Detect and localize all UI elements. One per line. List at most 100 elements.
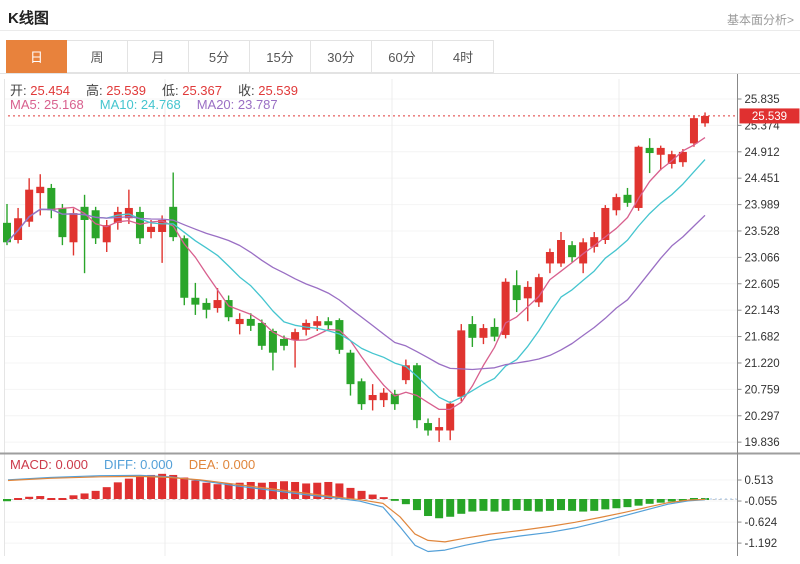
macd-bar xyxy=(213,484,222,499)
candle-body xyxy=(590,237,599,247)
candle-body xyxy=(424,423,433,431)
legend-item: 开: 25.454 xyxy=(10,83,70,98)
candle-body xyxy=(47,187,56,211)
candle-body xyxy=(512,285,521,301)
macd-bar xyxy=(446,499,455,517)
candle-body xyxy=(501,281,510,335)
candle-body xyxy=(324,321,333,326)
candle-body xyxy=(523,286,532,299)
axis-tick-label: 22.143 xyxy=(745,305,780,317)
page-header: K线图 基本面分析> xyxy=(0,0,800,31)
candle-body xyxy=(468,324,477,338)
macd-bar xyxy=(69,495,78,499)
candle-body xyxy=(302,322,311,330)
tab-30分[interactable]: 30分 xyxy=(311,40,372,73)
candle-body xyxy=(147,226,156,232)
candle-body xyxy=(246,318,255,326)
macd-bar xyxy=(667,499,676,502)
tab-4时[interactable]: 4时 xyxy=(433,40,494,73)
candle-body xyxy=(534,277,543,303)
legend-item: MA5: 25.168 xyxy=(10,97,84,112)
axis-tick-label: 24.912 xyxy=(745,147,780,159)
macd-bar xyxy=(80,493,89,499)
macd-bar xyxy=(523,499,532,511)
macd-bar xyxy=(91,490,100,499)
legend-item: MACD: 0.000 xyxy=(10,457,89,472)
ohlc-legend: 开: 25.454 高: 25.539 低: 25.367 收: 25.539 xyxy=(10,80,314,99)
macd-bar xyxy=(490,499,499,512)
candle-body xyxy=(656,147,665,155)
axis-tick-label: 25.835 xyxy=(745,94,780,106)
axis-tick-label: 0.513 xyxy=(745,475,774,487)
candle-body xyxy=(623,194,632,203)
fundamental-analysis-link[interactable]: 基本面分析> xyxy=(726,13,794,27)
candle-body xyxy=(579,242,588,264)
macd-bar xyxy=(102,487,111,499)
macd-bar xyxy=(678,499,687,501)
legend-item: MA10: 24.768 xyxy=(99,97,181,112)
candle-body xyxy=(390,393,399,405)
macd-bar xyxy=(313,482,322,499)
macd-bar xyxy=(335,483,344,499)
macd-bar xyxy=(601,499,610,510)
candle-body xyxy=(357,381,366,405)
ma20-line xyxy=(6,208,706,371)
macd-bar xyxy=(379,497,388,499)
dea-line xyxy=(7,475,706,543)
candle-body xyxy=(235,318,244,325)
axis-tick-label: -0.055 xyxy=(745,496,778,508)
candle-body xyxy=(224,300,233,318)
axis-tick-label: 21.682 xyxy=(745,332,780,344)
macd-bar xyxy=(36,496,45,499)
macd-bar xyxy=(457,499,466,514)
macd-bar xyxy=(246,481,255,499)
legend-item: 收: 25.539 xyxy=(238,83,298,98)
macd-bar xyxy=(435,499,444,519)
macd-bar xyxy=(113,482,122,499)
axis-tick-label: 20.297 xyxy=(745,411,780,423)
legend-item: 低: 25.367 xyxy=(162,83,222,98)
candle-body xyxy=(280,338,288,346)
tab-5分[interactable]: 5分 xyxy=(189,40,250,73)
candle-body xyxy=(158,219,167,232)
candle-body xyxy=(634,146,643,208)
macd-bar xyxy=(612,499,621,509)
candle-body xyxy=(202,302,211,310)
macd-bar xyxy=(424,499,433,517)
candle-body xyxy=(601,207,610,240)
tab-60分[interactable]: 60分 xyxy=(372,40,433,73)
tab-15分[interactable]: 15分 xyxy=(250,40,311,73)
axis-tick-label: 24.451 xyxy=(745,173,780,185)
macd-bar xyxy=(623,499,632,508)
candle-body xyxy=(14,218,23,240)
candle-body xyxy=(268,330,277,353)
macd-bar xyxy=(479,499,488,511)
macd-bar xyxy=(501,499,510,511)
macd-bar xyxy=(645,499,654,504)
ma-legend: MA5: 25.168 MA10: 24.768 MA20: 23.787 xyxy=(10,97,294,112)
macd-bar xyxy=(180,477,189,499)
macd-bar xyxy=(291,481,300,499)
candle-body xyxy=(180,238,189,298)
tab-月[interactable]: 月 xyxy=(128,40,189,73)
axis-tick-label: -1.192 xyxy=(745,538,778,550)
macd-bar xyxy=(124,478,133,499)
legend-item: DIFF: 0.000 xyxy=(104,457,173,472)
tab-周[interactable]: 周 xyxy=(67,40,128,73)
macd-bar xyxy=(158,473,167,499)
candle-body xyxy=(568,245,577,258)
candle-body xyxy=(169,206,178,238)
macd-bar xyxy=(25,496,34,499)
axis-tick-label: 23.989 xyxy=(745,200,780,212)
axis-tick-label: 23.528 xyxy=(745,226,780,238)
period-tab-bar: 日周月 5分 15分 30分 60分 4时 xyxy=(6,40,494,73)
tab-日[interactable]: 日 xyxy=(6,40,67,73)
macd-bar xyxy=(235,482,244,499)
candle-body xyxy=(102,225,111,243)
candle-body xyxy=(446,403,455,431)
macd-bar xyxy=(534,499,543,512)
candle-body xyxy=(69,213,78,243)
macd-bar xyxy=(390,499,399,501)
